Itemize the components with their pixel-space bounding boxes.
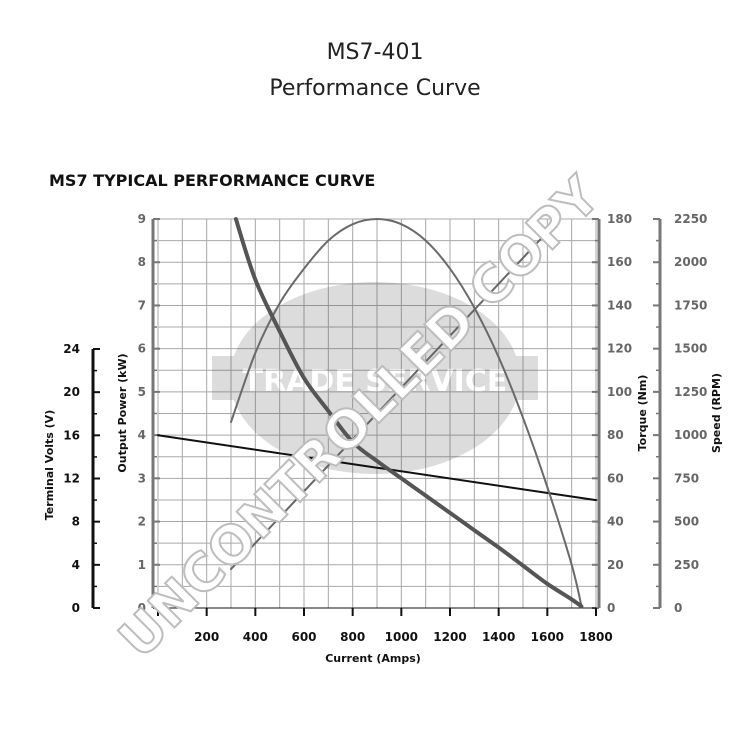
speed-tick-label: 1750 xyxy=(674,298,707,312)
terminal-volts-curve xyxy=(157,434,597,502)
speed-tick-label: 1000 xyxy=(674,428,707,442)
x-tick-label: 1000 xyxy=(385,630,418,644)
output-power-axis-title: Output Power (kW) xyxy=(116,353,129,472)
output-power-tick-label: 6 xyxy=(138,342,146,356)
chart-title: MS7 TYPICAL PERFORMANCE CURVE xyxy=(49,171,376,190)
x-tick-label: 1800 xyxy=(579,630,612,644)
speed-tick-label: 500 xyxy=(674,515,699,529)
output-power-tick-label: 2 xyxy=(138,515,146,529)
speed-axis-title: Speed (RPM) xyxy=(710,373,723,453)
x-axis-title: Current (Amps) xyxy=(325,652,421,665)
speed-tick-label: 2000 xyxy=(674,255,707,269)
output-power-tick-label: 8 xyxy=(138,255,146,269)
chart-axes xyxy=(91,218,662,616)
speed-curve xyxy=(233,217,584,609)
output-power-tick-label: 5 xyxy=(138,385,146,399)
output-power-tick-label: 7 xyxy=(138,298,146,312)
torque-tick-label: 0 xyxy=(607,601,615,615)
x-tick-label: 1400 xyxy=(482,630,515,644)
watermark-logo-text: TRADE SERVICE xyxy=(243,364,508,399)
x-tick-label: 600 xyxy=(291,630,316,644)
output-power-tick-label: 9 xyxy=(138,212,146,226)
speed-tick-label: 1500 xyxy=(674,342,707,356)
output-power-curve xyxy=(230,217,583,607)
torque-tick-label: 180 xyxy=(607,212,632,226)
speed-tick-label: 750 xyxy=(674,471,699,485)
speed-tick-label: 250 xyxy=(674,558,699,572)
torque-tick-label: 120 xyxy=(607,342,632,356)
speed-tick-label: 0 xyxy=(674,601,682,615)
terminal-volts-tick-label: 0 xyxy=(72,601,80,615)
speed-tick-label: 2250 xyxy=(674,212,707,226)
torque-tick-label: 140 xyxy=(607,298,632,312)
terminal-volts-tick-label: 8 xyxy=(72,515,80,529)
torque-tick-label: 40 xyxy=(607,515,624,529)
terminal-volts-tick-label: 20 xyxy=(63,385,80,399)
terminal-volts-tick-label: 24 xyxy=(63,342,80,356)
terminal-volts-axis-title: Terminal Volts (V) xyxy=(43,410,56,520)
torque-curve xyxy=(230,218,561,571)
chart-curves xyxy=(157,217,597,609)
x-tick-label: 400 xyxy=(243,630,268,644)
speed-tick-label: 1250 xyxy=(674,385,707,399)
torque-axis-title: Torque (Nm) xyxy=(636,375,649,452)
torque-tick-label: 20 xyxy=(607,558,624,572)
output-power-tick-label: 1 xyxy=(138,558,146,572)
torque-tick-label: 100 xyxy=(607,385,632,399)
x-tick-label: 800 xyxy=(340,630,365,644)
torque-tick-label: 160 xyxy=(607,255,632,269)
terminal-volts-tick-label: 16 xyxy=(63,428,80,442)
output-power-tick-label: 0 xyxy=(138,601,146,615)
torque-tick-label: 60 xyxy=(607,471,624,485)
x-tick-label: 0 xyxy=(154,630,162,644)
terminal-volts-tick-label: 4 xyxy=(72,558,80,572)
torque-tick-label: 80 xyxy=(607,428,624,442)
output-power-tick-label: 4 xyxy=(138,428,146,442)
tick-labels: 0481216202401234567890204060801001201401… xyxy=(63,212,707,644)
terminal-volts-tick-label: 12 xyxy=(63,472,80,486)
x-tick-label: 1600 xyxy=(531,630,564,644)
output-power-tick-label: 3 xyxy=(138,471,146,485)
page-title-line-1: MS7-401 xyxy=(326,40,424,65)
trade-service-watermark-logo: TRADE SERVICE xyxy=(212,282,538,474)
page-title-line-2: Performance Curve xyxy=(269,76,481,101)
x-tick-label: 1200 xyxy=(433,630,466,644)
x-tick-label: 200 xyxy=(194,630,219,644)
